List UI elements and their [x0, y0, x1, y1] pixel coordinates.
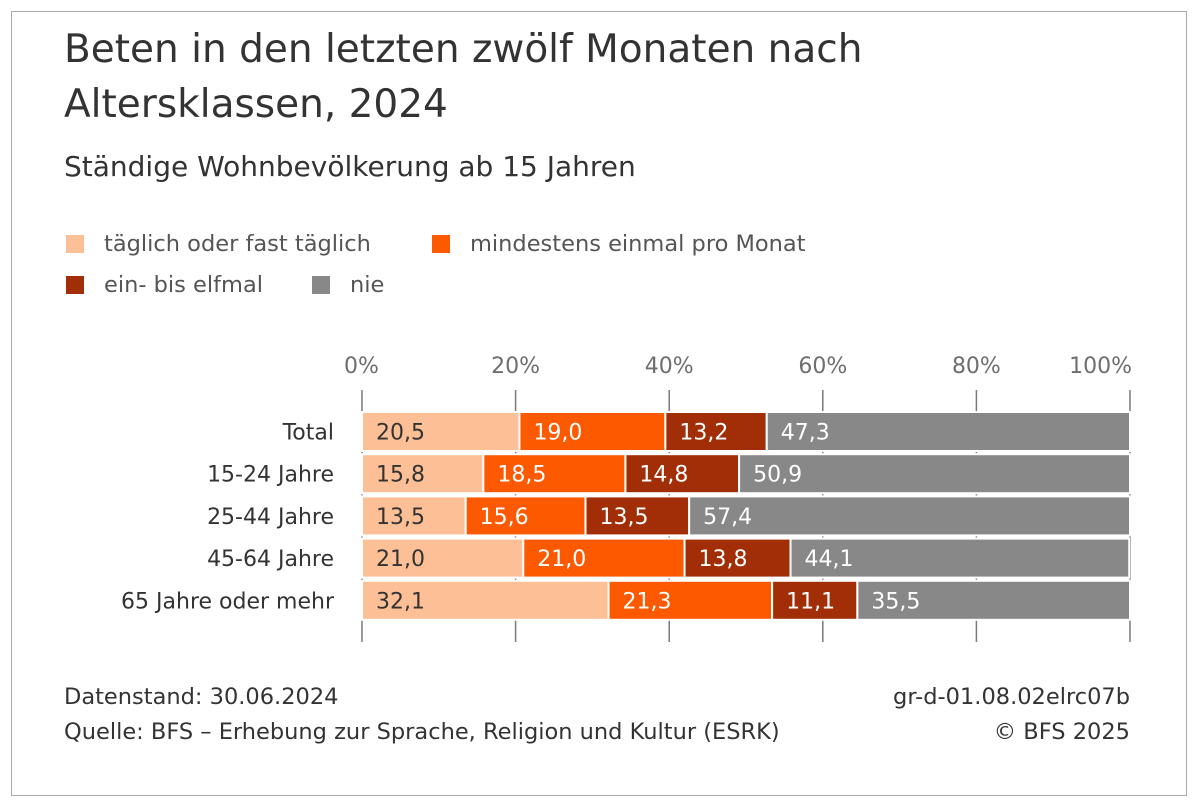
data-label: 13,5 [376, 505, 425, 530]
legend-label-nie: nie [350, 272, 385, 298]
legend-swatch-elfmal [66, 276, 84, 294]
x-tick-label: 80% [952, 354, 1001, 379]
legend-swatch-monatlich [432, 235, 450, 253]
data-label: 15,6 [480, 505, 529, 530]
footer-copyright: © BFS 2025 [993, 719, 1130, 745]
data-label: 14,8 [639, 463, 688, 488]
data-label: 50,9 [753, 463, 802, 488]
data-label: 35,5 [871, 589, 920, 614]
category-label: 15-24 Jahre [207, 463, 334, 488]
data-label: 18,5 [497, 463, 546, 488]
data-label: 21,3 [623, 589, 672, 614]
bar-segment [688, 495, 1132, 537]
x-tick-label: 0% [344, 354, 379, 379]
legend-item-nie: nie [312, 272, 384, 298]
chart-title: Beten in den letzten zwölf Monaten nach … [64, 27, 863, 127]
footer-code: gr-d-01.08.02elrc07b [893, 684, 1130, 710]
legend-label-taeglich: täglich oder fast täglich [104, 231, 371, 257]
bar-segment [518, 411, 667, 452]
bar-segment [522, 537, 686, 579]
bar-segment [361, 579, 610, 621]
category-label: 45-64 Jahre [207, 547, 334, 572]
category-label: 65 Jahre oder mehr [121, 589, 335, 614]
bar-segment [765, 411, 1132, 452]
bar-segment [482, 453, 627, 495]
data-label: 19,0 [533, 421, 582, 446]
data-label: 13,2 [679, 421, 728, 446]
legend-label-elfmal: ein- bis elfmal [104, 272, 264, 298]
footer-left: Datenstand: 30.06.2024 Quelle: BFS – Erh… [64, 680, 824, 750]
bar-segment [361, 495, 467, 537]
footer-source: Quelle: BFS – Erhebung zur Sprache, Reli… [64, 719, 780, 745]
bar-segment [683, 537, 792, 579]
bar-segment [607, 579, 774, 621]
data-label: 13,5 [599, 505, 648, 530]
data-label: 47,3 [781, 421, 830, 446]
x-tick-label: 40% [645, 354, 694, 379]
bar-segment [361, 411, 521, 452]
footer-right: gr-d-01.08.02elrc07b © BFS 2025 [893, 680, 1130, 750]
bar-segment [738, 453, 1131, 495]
data-label: 21,0 [376, 547, 425, 572]
data-label: 13,8 [699, 547, 748, 572]
category-label: 25-44 Jahre [207, 505, 334, 530]
bar-segment [584, 495, 691, 537]
chart-subtitle: Ständige Wohnbevölkerung ab 15 Jahren [64, 150, 636, 183]
x-tick-label: 60% [798, 354, 847, 379]
legend-item-elfmal: ein- bis elfmal [66, 272, 263, 298]
x-tick-label: 20% [491, 354, 540, 379]
data-label: 44,1 [805, 547, 854, 572]
data-label: 15,8 [376, 463, 425, 488]
category-label: Total [282, 421, 334, 446]
bar-segment [789, 537, 1131, 579]
legend-item-taeglich: täglich oder fast täglich [66, 231, 371, 257]
data-label: 20,5 [376, 421, 425, 446]
chart-frame [11, 11, 1187, 796]
data-label: 11,1 [786, 589, 835, 614]
bar-segment [664, 411, 768, 452]
data-label: 32,1 [376, 589, 425, 614]
legend-swatch-taeglich [66, 235, 84, 253]
footer-date: Datenstand: 30.06.2024 [64, 684, 339, 710]
data-label: 21,0 [537, 547, 586, 572]
legend-swatch-nie [312, 276, 330, 294]
data-label: 57,4 [703, 505, 752, 530]
bar-segment [856, 579, 1131, 621]
legend-item-monatlich: mindestens einmal pro Monat [432, 231, 806, 257]
legend-label-monatlich: mindestens einmal pro Monat [470, 231, 806, 257]
x-tick-label: 100% [1069, 354, 1132, 379]
